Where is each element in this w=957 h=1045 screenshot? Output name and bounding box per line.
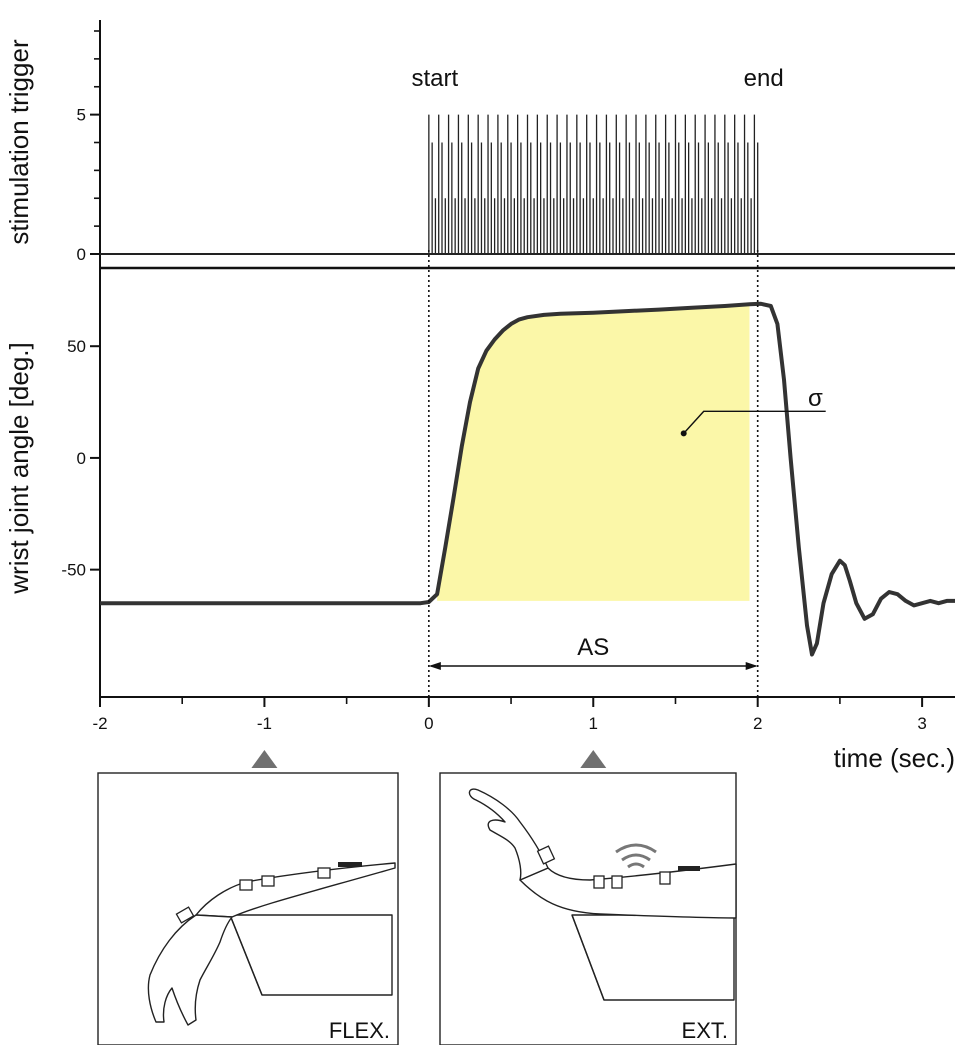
ext-arm-drawing bbox=[468, 788, 737, 1001]
flex-cable bbox=[338, 862, 362, 867]
x-tick-label: 1 bbox=[589, 714, 598, 733]
ext-panel: EXT. bbox=[439, 772, 737, 1045]
ext-cable bbox=[678, 866, 700, 871]
stimulation-panel: 05 stimulation trigger bbox=[4, 20, 955, 270]
marker-label-end: end bbox=[744, 65, 784, 92]
x-tick-label: 3 bbox=[917, 714, 926, 733]
ext-hand bbox=[468, 788, 549, 881]
flex-panel: FLEX. bbox=[97, 772, 399, 1045]
markers: start end bbox=[412, 65, 784, 697]
flex-table-edge bbox=[229, 914, 263, 996]
sigma-label: σ bbox=[808, 385, 823, 412]
angle-y-ticks: 50 0 -50 bbox=[61, 337, 100, 580]
sigma-leader bbox=[683, 410, 826, 434]
x-tick-label: -2 bbox=[92, 714, 107, 733]
angle-y-tick-label: 0 bbox=[77, 449, 86, 468]
ext-electrode-2 bbox=[593, 875, 605, 889]
vibration-wave-2 bbox=[621, 853, 651, 862]
flex-electrode-2 bbox=[239, 879, 253, 891]
x-tick-label: 2 bbox=[753, 714, 762, 733]
vibration-wave-1 bbox=[615, 843, 657, 854]
angle-y-tick-label: 50 bbox=[67, 337, 86, 356]
flex-time-triangle bbox=[251, 750, 278, 768]
as-arrowhead-left bbox=[428, 662, 441, 670]
ext-label: EXT. bbox=[682, 1018, 728, 1043]
stim-y-title: stimulation trigger bbox=[4, 39, 34, 245]
angle-y-tick-label: -50 bbox=[61, 561, 86, 580]
ext-table-edge bbox=[571, 914, 605, 1001]
x-tick-label: 0 bbox=[424, 714, 433, 733]
as-arrowhead-right bbox=[745, 662, 758, 670]
stim-y-tick-label: 0 bbox=[77, 245, 86, 264]
pulse-train bbox=[100, 114, 955, 255]
angle-panel: 50 0 -50 -2 -1 0 1 2 3 wrist joint angle [deg.]… bbox=[4, 268, 955, 773]
stim-y-tick-label: 5 bbox=[77, 106, 86, 125]
x-tick-label: -1 bbox=[257, 714, 272, 733]
as-label: AS bbox=[577, 634, 609, 661]
ext-electrode-3 bbox=[611, 875, 623, 889]
x-ticks: -2 -1 0 1 2 3 bbox=[92, 697, 927, 733]
wrist-angle-trace bbox=[100, 301, 955, 657]
x-axis-title: time (sec.) bbox=[834, 743, 955, 773]
flex-electrode-4 bbox=[317, 867, 331, 879]
flex-hand bbox=[147, 914, 233, 1026]
ext-time-triangle bbox=[580, 750, 607, 768]
angle-y-title: wrist joint angle [deg.] bbox=[4, 342, 34, 594]
marker-label-start: start bbox=[412, 65, 459, 92]
stim-y-ticks: 05 bbox=[77, 30, 100, 264]
flex-label: FLEX. bbox=[329, 1018, 390, 1043]
illustrations: FLEX. EXT. bbox=[97, 750, 737, 1045]
ext-electrode-1 bbox=[536, 845, 556, 865]
flex-electrode-3 bbox=[261, 875, 275, 887]
sigma-area bbox=[437, 304, 750, 601]
vibration-wave-3 bbox=[627, 862, 645, 869]
flex-electrode-1 bbox=[175, 906, 195, 924]
flex-arm-drawing bbox=[147, 862, 396, 1026]
ext-electrode-4 bbox=[659, 871, 671, 885]
